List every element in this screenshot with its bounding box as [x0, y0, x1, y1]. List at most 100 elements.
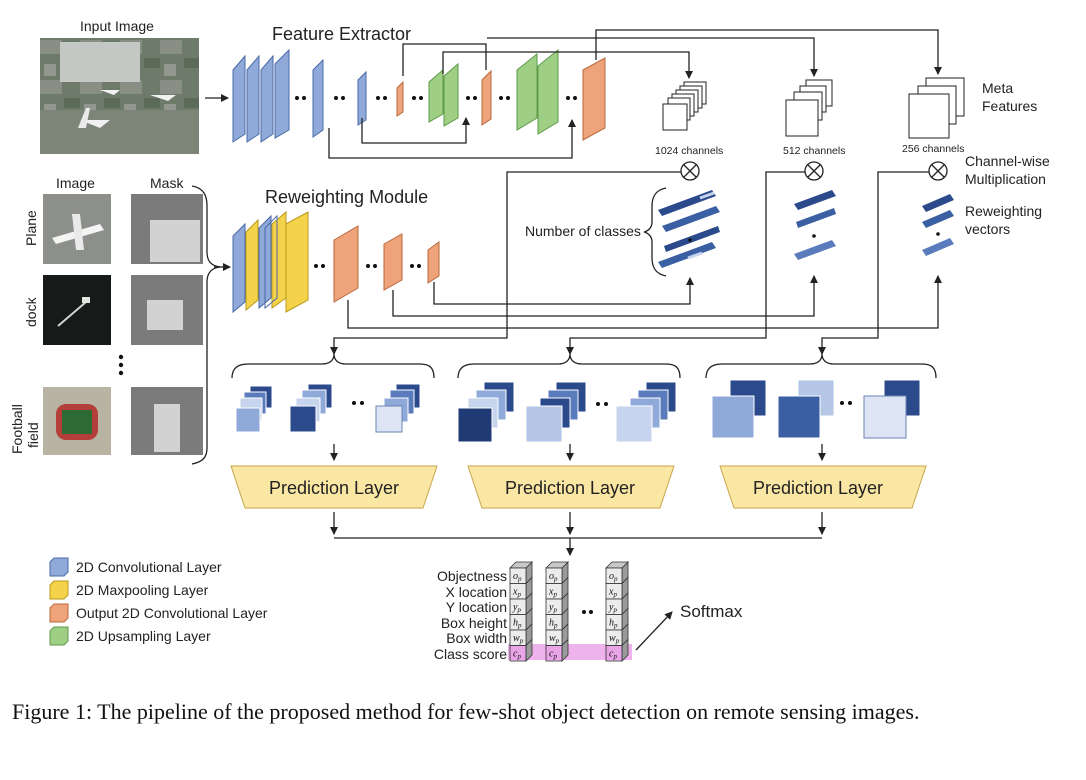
channel-wise-label-2: Multiplication	[965, 171, 1046, 187]
output-ellipsis-dot	[582, 610, 586, 614]
output-cell-label: yp	[608, 602, 617, 614]
output-cell-label: wp	[609, 633, 620, 645]
output-row-label: Class score	[434, 646, 507, 662]
support-image-football	[43, 387, 111, 455]
output-cell-label: op	[609, 571, 618, 583]
legend-item: Output 2D Convolutional Layer	[49, 603, 268, 623]
output-row-label: Box width	[446, 630, 507, 646]
support-image-plane	[43, 194, 111, 264]
reweighted-features-3	[711, 379, 921, 439]
prediction-layer-label: Prediction Layer	[269, 478, 399, 498]
reweighting-module	[232, 210, 440, 314]
output-row-label: Box height	[441, 615, 507, 631]
legend-label: 2D Convolutional Layer	[76, 559, 222, 575]
output-cell-label: cp	[549, 649, 557, 661]
legend-label: 2D Maxpooling Layer	[76, 582, 209, 598]
multiply-icon	[680, 161, 700, 181]
softmax-arrow	[635, 611, 673, 651]
merge-routing	[330, 512, 826, 556]
multiply-icon	[804, 161, 824, 181]
output-row-label: Y location	[446, 599, 507, 615]
pipeline-diagram: Input Image Feature Extractor	[9, 18, 1050, 662]
prediction-layer-3: Prediction Layer	[719, 465, 927, 509]
more-classes-dot	[118, 354, 124, 360]
legend-item: 2D Maxpooling Layer	[49, 580, 209, 600]
reweighting-vectors-label-1: Reweighting	[965, 203, 1042, 219]
meta-features-label-1: Meta	[982, 80, 1013, 96]
softmax-label: Softmax	[680, 602, 743, 621]
mask-column-label: Mask	[150, 175, 184, 191]
legend-label: Output 2D Convolutional Layer	[76, 605, 268, 621]
output-cell	[509, 645, 527, 662]
prediction-layer-label: Prediction Layer	[753, 478, 883, 498]
output-cell-label: yp	[512, 602, 521, 614]
channel-wise-label-1: Channel-wise	[965, 153, 1050, 169]
legend: 2D Convolutional Layer 2D Maxpooling Lay…	[49, 557, 268, 646]
reweighting-vectors-1024	[658, 190, 720, 268]
support-mask-football	[131, 387, 203, 455]
output-cell-label: op	[513, 571, 522, 583]
output-cell	[605, 645, 623, 662]
output-cell	[545, 645, 563, 662]
support-image-dock	[43, 275, 111, 345]
output-cell-label: wp	[549, 633, 560, 645]
channels-1024-label: 1024 channels	[655, 145, 723, 157]
meta-features-label-2: Features	[982, 98, 1037, 114]
output-row-label: X location	[446, 584, 507, 600]
reweighting-vectors-256	[922, 194, 954, 256]
feature-extractor	[232, 48, 606, 143]
output-cell-label: cp	[513, 649, 521, 661]
classes-brace	[643, 187, 667, 277]
number-of-classes-label: Number of classes	[525, 223, 641, 239]
output-cell-label: yp	[548, 602, 557, 614]
reweighting-vectors-label-2: vectors	[965, 221, 1010, 237]
legend-label: 2D Upsampling Layer	[76, 628, 211, 644]
figure-caption: Figure 1: The pipeline of the proposed m…	[12, 699, 920, 724]
output-cell-label: xp	[512, 587, 521, 599]
more-classes-dot	[118, 362, 124, 368]
reweight-routing	[347, 275, 942, 329]
output-cell-label: op	[549, 571, 558, 583]
reweighting-vectors-512	[794, 190, 836, 260]
output-cell-label: xp	[608, 587, 617, 599]
output-cell-label: hp	[549, 618, 558, 630]
class-score-highlight	[508, 644, 632, 660]
branch-brace-3	[705, 353, 937, 379]
prediction-layer-2: Prediction Layer	[467, 465, 675, 509]
input-image	[40, 38, 199, 154]
prediction-layer-1: Prediction Layer	[230, 465, 438, 509]
class-label-football: Football	[9, 404, 25, 454]
output-ellipsis-dot	[589, 610, 593, 614]
output-tensor: op xp yp hp wp cp op xp yp hp wp cp op xp yp hp wp cp	[509, 561, 629, 662]
support-mask-dock	[131, 275, 203, 345]
output-cell-label: hp	[513, 618, 522, 630]
reweighting-module-title: Reweighting Module	[265, 187, 428, 207]
meta-feature-stack-256	[908, 77, 965, 139]
channels-512-label: 512 channels	[783, 145, 845, 157]
reweighted-features-2	[457, 381, 677, 443]
branch-brace-2	[457, 353, 681, 379]
channels-256-label: 256 channels	[902, 143, 964, 155]
feature-extractor-title: Feature Extractor	[272, 24, 411, 44]
reweighted-features-1	[235, 383, 421, 433]
prediction-layer-label: Prediction Layer	[505, 478, 635, 498]
class-label-plane: Plane	[23, 210, 39, 246]
output-cell-label: hp	[609, 618, 618, 630]
output-row-labels: Objectness X location Y location Box hei…	[434, 568, 507, 662]
image-column-label: Image	[56, 175, 95, 191]
class-label-dock: dock	[23, 296, 39, 327]
output-row-label: Objectness	[437, 568, 507, 584]
legend-item: 2D Convolutional Layer	[49, 557, 222, 577]
class-label-field: field	[25, 422, 41, 448]
branch-brace-1	[231, 353, 435, 379]
input-image-label: Input Image	[80, 18, 154, 34]
support-mask-plane	[131, 194, 203, 264]
legend-item: 2D Upsampling Layer	[49, 626, 211, 646]
meta-feature-stack-1024	[662, 81, 707, 131]
output-cell-label: wp	[513, 633, 524, 645]
output-cell-label: xp	[548, 587, 557, 599]
output-cell-label: cp	[609, 649, 617, 661]
meta-feature-stack-512	[785, 79, 833, 137]
skip-connections	[328, 29, 942, 159]
multiply-icon	[928, 161, 948, 181]
